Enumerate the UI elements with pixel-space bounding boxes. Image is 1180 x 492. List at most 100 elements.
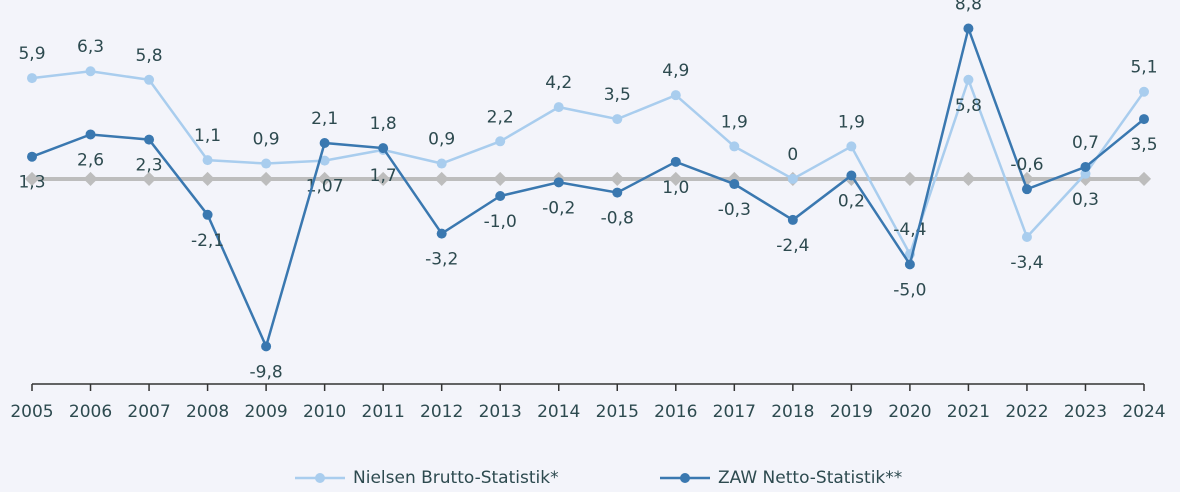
data-label: 2,6: [77, 150, 104, 170]
data-label: -2,4: [776, 236, 809, 256]
point: [1021, 184, 1032, 195]
point: [144, 134, 155, 145]
data-label: -1,0: [484, 212, 517, 232]
x-tick-label: 2011: [362, 402, 405, 422]
point: [846, 141, 857, 152]
data-label: -9,8: [250, 362, 283, 382]
point: [144, 74, 155, 85]
data-label: 5,9: [18, 44, 45, 64]
point: [1080, 168, 1091, 179]
data-label: 1,7: [370, 166, 397, 186]
zero-marker: [200, 171, 215, 186]
point: [846, 170, 857, 181]
x-tick-label: 2017: [713, 402, 756, 422]
data-label: 2,1: [311, 109, 338, 129]
data-label: 0: [787, 145, 798, 165]
x-tick-label: 2022: [1005, 402, 1048, 422]
point: [85, 129, 96, 140]
point: [729, 141, 740, 152]
point: [319, 155, 330, 166]
point: [436, 228, 447, 239]
x-tick-label: 2020: [888, 402, 931, 422]
zero-marker: [141, 171, 157, 186]
zero-marker: [83, 171, 98, 186]
data-label: 1,9: [721, 112, 748, 132]
data-label: 4,2: [545, 73, 572, 93]
data-label: -0,8: [601, 209, 634, 229]
series-line: [31, 69, 1146, 258]
x-tick-label: 2013: [479, 402, 522, 422]
zero-marker: [610, 171, 625, 186]
point: [904, 259, 915, 270]
point: [261, 341, 272, 352]
data-label: 3,5: [1130, 135, 1157, 155]
legend-label: Nielsen Brutto-Statistik*: [353, 468, 559, 488]
zero-marker: [259, 171, 274, 186]
point: [553, 102, 564, 113]
point: [27, 73, 37, 84]
x-tick-label: 2016: [654, 402, 697, 422]
data-label: 0,9: [253, 130, 280, 150]
data-label: 1,07: [306, 177, 344, 197]
data-label: -3,2: [425, 250, 458, 270]
zero-marker: [1136, 171, 1152, 186]
point: [963, 74, 974, 85]
point: [553, 177, 564, 188]
zero-marker: [902, 171, 917, 186]
point: [1021, 232, 1032, 243]
point: [670, 156, 681, 167]
point: [202, 155, 213, 166]
x-tick-label: 2015: [596, 402, 639, 422]
zero-marker: [668, 171, 683, 186]
zero-marker: [317, 171, 332, 186]
point: [787, 214, 798, 225]
x-tick-label: 2005: [10, 402, 53, 422]
data-label: -0,3: [718, 200, 751, 220]
x-tick-label: 2018: [771, 402, 814, 422]
zero-marker: [376, 171, 391, 186]
point: [27, 151, 37, 162]
data-label: 2,2: [487, 107, 514, 127]
data-label: 1,9: [838, 112, 865, 132]
x-tick-label: 2009: [244, 402, 287, 422]
legend-marker: [315, 473, 325, 483]
data-label: -0,2: [542, 198, 575, 218]
point: [319, 138, 330, 149]
data-label: -3,4: [1010, 253, 1043, 273]
point: [612, 114, 623, 125]
data-label: 6,3: [77, 37, 104, 57]
x-tick-label: 2021: [947, 402, 990, 422]
data-label: 2,3: [136, 156, 163, 176]
x-tick-label: 2024: [1122, 402, 1165, 422]
point: [670, 90, 681, 101]
point: [1139, 114, 1149, 125]
data-label: 0,3: [1072, 190, 1099, 210]
point: [1139, 86, 1149, 97]
x-tick-label: 2008: [186, 402, 229, 422]
point: [787, 173, 798, 184]
data-label: 1,8: [370, 114, 397, 134]
x-tick-label: 2007: [127, 402, 170, 422]
series-line: [31, 24, 1145, 351]
point: [261, 158, 272, 169]
point: [495, 136, 506, 147]
point: [612, 187, 623, 198]
point: [963, 23, 974, 34]
x-tick-label: 2023: [1064, 402, 1107, 422]
point: [1080, 161, 1091, 172]
point: [202, 209, 213, 220]
data-label: 5,8: [955, 96, 982, 116]
x-tick-label: 2010: [303, 402, 346, 422]
x-tick-label: 2006: [69, 402, 112, 422]
data-label: 3,5: [604, 85, 631, 105]
data-label: 0,2: [838, 191, 865, 211]
data-label: -2,1: [191, 231, 224, 251]
data-label: 4,9: [662, 61, 689, 81]
data-label: 1,1: [194, 126, 221, 146]
x-tick-label: 2012: [420, 402, 463, 422]
data-label: 1,3: [18, 173, 45, 193]
data-label: 5,8: [136, 46, 163, 66]
data-label: 1,0: [662, 178, 689, 198]
point: [85, 66, 96, 77]
